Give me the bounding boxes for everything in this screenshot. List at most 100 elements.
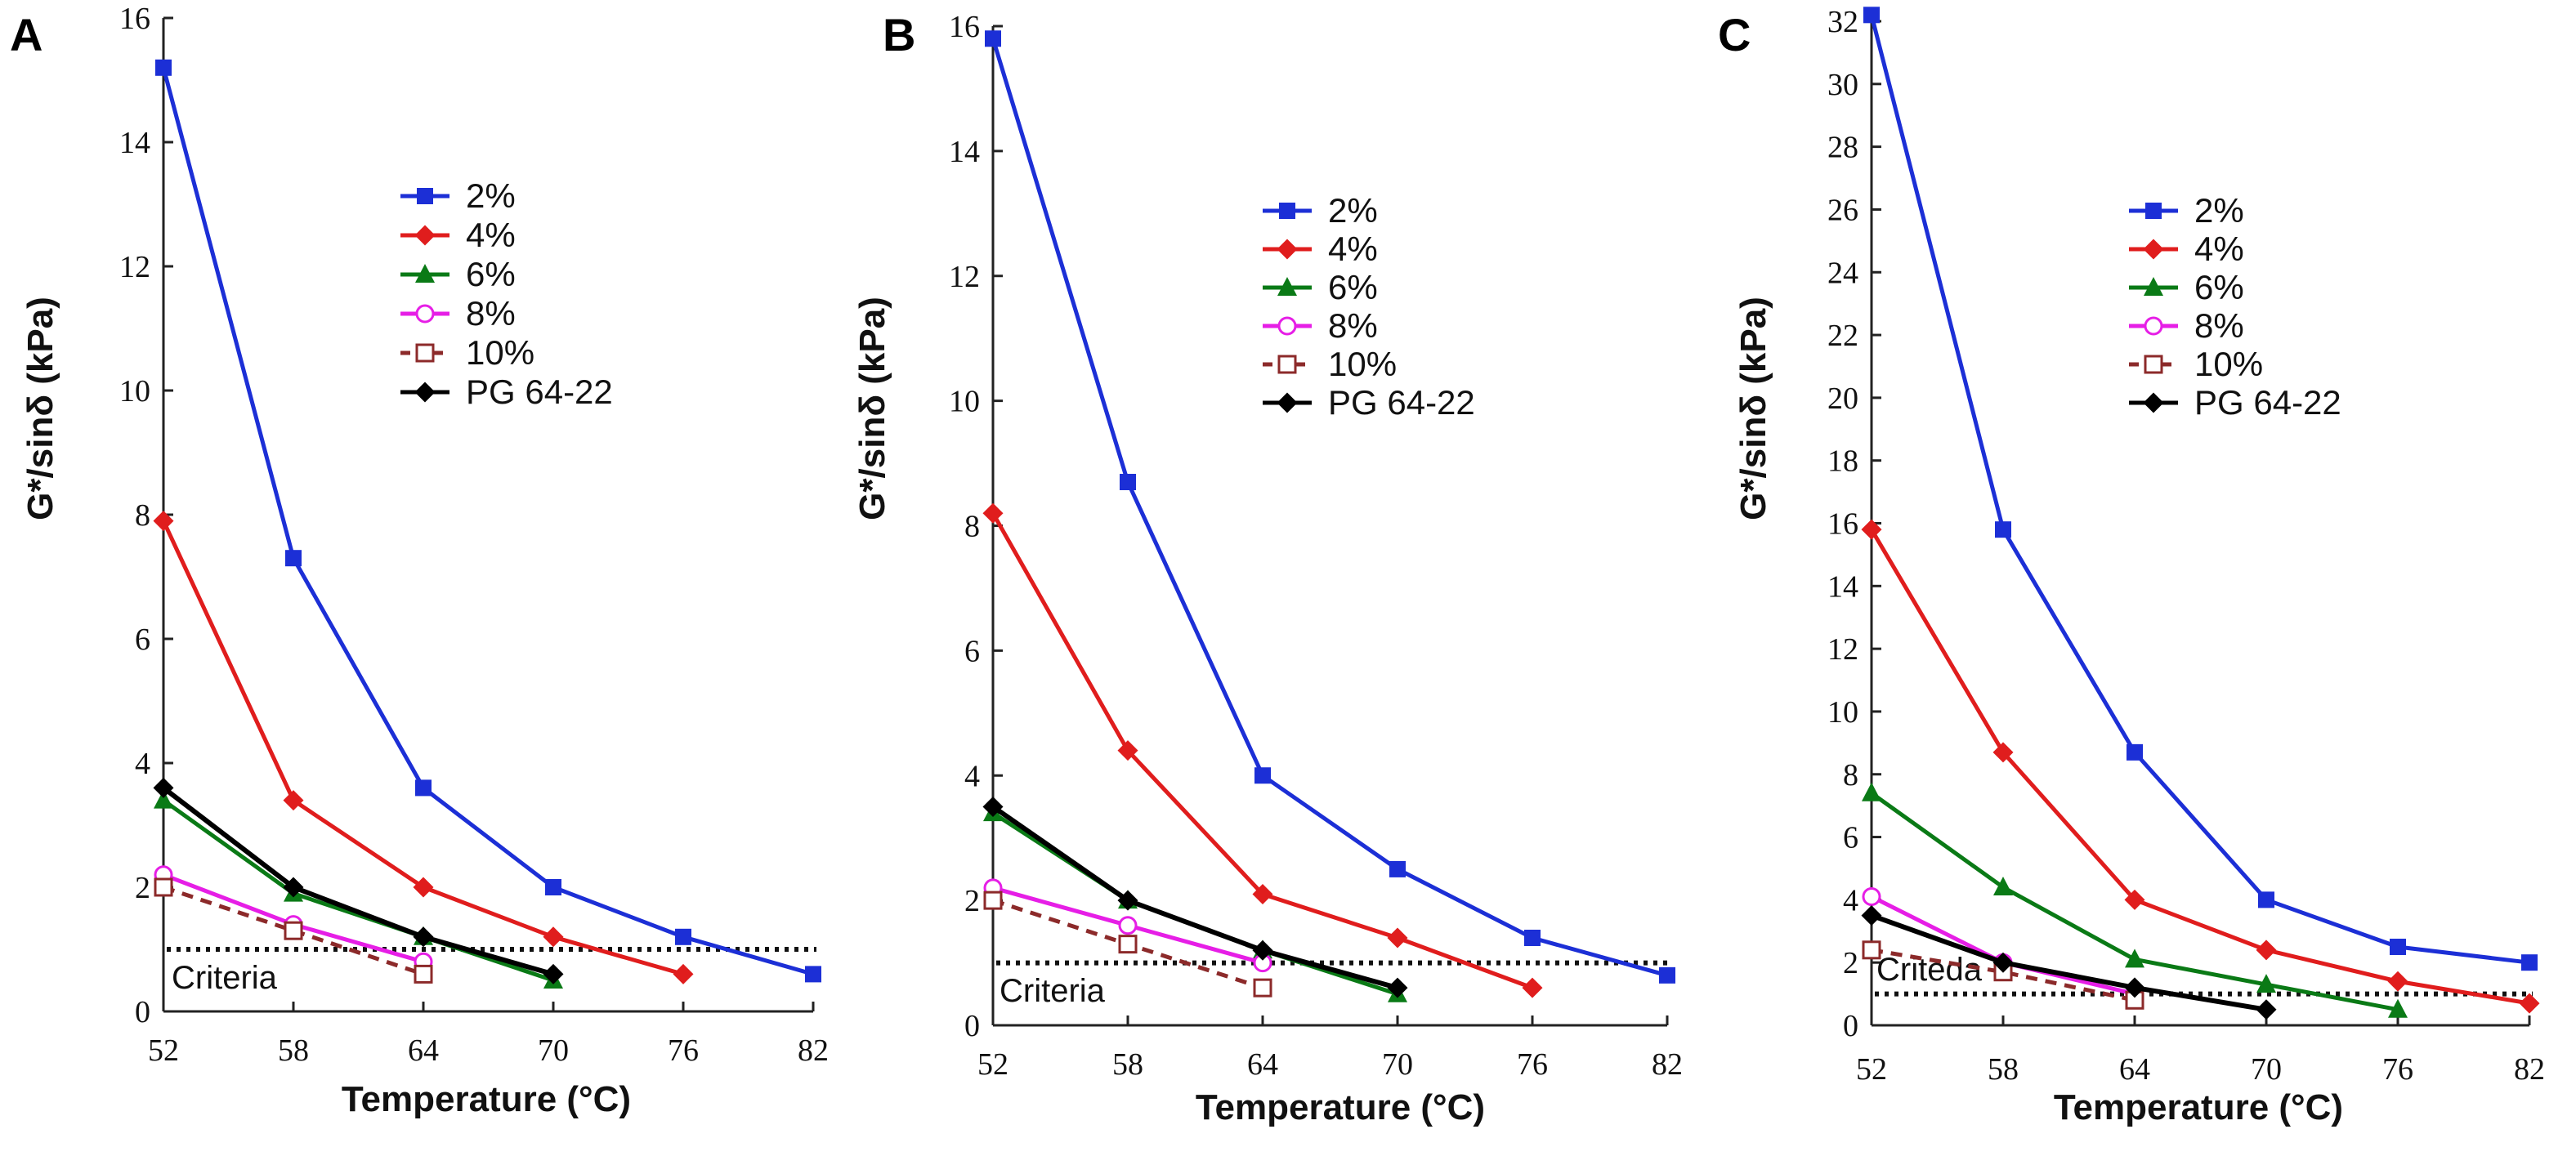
y-tick-label: 28 [1827, 131, 1858, 165]
data-point [153, 511, 174, 532]
legend-label-5: 10% [2194, 345, 2263, 383]
y-tick-label: 24 [1827, 256, 1858, 290]
y-tick-label: 22 [1827, 319, 1858, 353]
data-point [982, 796, 1004, 817]
data-point [545, 879, 561, 895]
criteria-label: Criteda [1876, 952, 1983, 988]
series-line-6 [991, 805, 1398, 991]
data-point [982, 502, 1004, 524]
x-tick-label: 70 [2251, 1052, 2282, 1087]
legend-label-6: PG 64-22 [1328, 383, 1475, 422]
y-tick-label: 6 [135, 623, 150, 657]
data-point [673, 963, 694, 984]
y-tick-label: 16 [119, 2, 150, 36]
legend-label-3: 6% [1328, 268, 1378, 306]
data-point [2124, 977, 2145, 998]
data-point [543, 963, 564, 984]
y-tick-label: 20 [1827, 382, 1858, 416]
y-tick-label: 14 [1827, 569, 1858, 604]
x-tick-label: 64 [408, 1033, 439, 1068]
series-line-1 [161, 67, 814, 976]
chart-panel-b: B G*/sinδ (kPa) Temperature (°C) 0 2 4 6 8 10… [852, 9, 1683, 1127]
x-tick-label: 52 [1856, 1052, 1887, 1087]
data-point [983, 890, 1003, 910]
y-axis-title-b: G*/sinδ (kPa) [852, 297, 892, 520]
legend-marker-5 [415, 343, 435, 363]
data-point [1253, 978, 1272, 998]
legend-marker-1 [417, 188, 433, 204]
data-point [1862, 782, 1881, 801]
y-tick-label: 2 [1843, 946, 1858, 980]
y-tick-label: 4 [135, 747, 150, 781]
y-tick-label: 2 [964, 884, 980, 918]
data-point [2519, 993, 2540, 1014]
data-point [283, 790, 304, 811]
data-point [2388, 998, 2408, 1018]
y-tick-label: 12 [949, 260, 980, 294]
series-line-2 [991, 511, 1533, 990]
x-tick-label: 52 [148, 1033, 179, 1068]
legend-label-5: 10% [1328, 345, 1397, 383]
y-tick-label: 6 [1843, 821, 1858, 855]
criteria-label: Criteria [1000, 973, 1106, 1009]
data-point [1254, 767, 1271, 784]
legend-label-3: 6% [2194, 268, 2244, 306]
y-tick-label: 32 [1827, 5, 1858, 39]
data-point [413, 877, 434, 898]
x-tick-label: 64 [1247, 1047, 1278, 1082]
x-tick-label: 82 [2514, 1052, 2545, 1087]
data-point [283, 877, 304, 898]
y-tick-label: 10 [949, 385, 980, 419]
y-tick-label: 18 [1827, 444, 1858, 479]
data-point [1993, 877, 2013, 896]
x-tick-label: 70 [1382, 1047, 1413, 1082]
legend-label-5: 10% [466, 333, 534, 372]
legend-label-1: 2% [1328, 191, 1378, 230]
data-point [1863, 7, 1880, 24]
data-point [1659, 966, 1675, 984]
series-line-5 [1871, 948, 2135, 1002]
y-tick-label: 16 [1827, 507, 1858, 542]
series-line-6 [162, 786, 554, 977]
x-tick-label: 52 [977, 1047, 1008, 1082]
data-point [1252, 940, 1273, 961]
data-point [1861, 905, 1882, 926]
data-point [1252, 883, 1273, 904]
series-line-6 [1870, 913, 2267, 1012]
data-point [1995, 521, 2011, 538]
y-tick-label: 30 [1827, 68, 1858, 102]
y-tick-label: 12 [1827, 632, 1858, 667]
data-point [1117, 890, 1138, 911]
data-point [2125, 949, 2144, 968]
panel-label-a: A [10, 9, 42, 60]
x-tick-label: 76 [1517, 1047, 1548, 1082]
data-point [1524, 929, 1541, 946]
data-point [805, 966, 821, 983]
y-tick-label: 4 [1843, 883, 1858, 917]
data-point [2521, 954, 2538, 971]
y-tick-label: 10 [119, 374, 150, 408]
legend-marker-6 [1277, 392, 1298, 413]
x-tick-label: 82 [798, 1033, 829, 1068]
legend-marker-5 [1277, 355, 1297, 374]
y-tick-label: 8 [964, 510, 980, 544]
y-tick-label: 8 [1843, 758, 1858, 792]
legend-marker-5 [2144, 355, 2163, 374]
legend-marker-4 [1277, 316, 1297, 336]
data-point [413, 926, 434, 948]
legend-marker-2 [2143, 239, 2164, 260]
data-point [285, 550, 302, 567]
y-tick-label: 0 [964, 1009, 980, 1043]
x-axis-title-b: Temperature (°C) [1196, 1087, 1485, 1127]
y-tick-label: 10 [1827, 695, 1858, 730]
legend-marker-6 [2143, 392, 2164, 413]
y-axis-title-a: G*/sinδ (kPa) [20, 297, 60, 520]
data-point [1862, 940, 1881, 960]
data-point [985, 30, 1001, 47]
data-point [2390, 938, 2406, 955]
legend-marker-4 [415, 304, 435, 324]
data-point [2387, 971, 2408, 992]
x-tick-label: 76 [2382, 1052, 2413, 1087]
series-line-5 [163, 885, 424, 976]
legend-label-4: 8% [466, 294, 516, 333]
